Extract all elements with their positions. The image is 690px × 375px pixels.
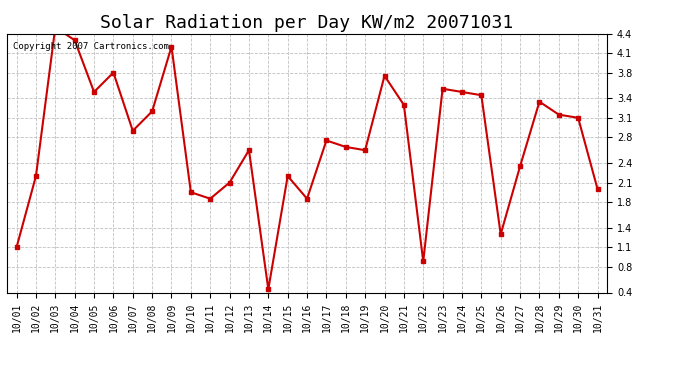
Text: Copyright 2007 Cartronics.com: Copyright 2007 Cartronics.com <box>13 42 169 51</box>
Title: Solar Radiation per Day KW/m2 20071031: Solar Radiation per Day KW/m2 20071031 <box>101 14 513 32</box>
